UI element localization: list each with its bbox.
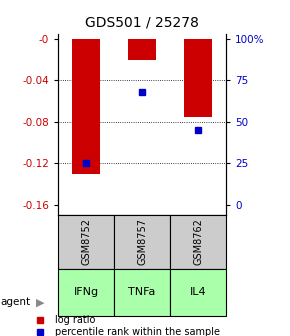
Text: GSM8757: GSM8757 (137, 218, 147, 265)
Bar (114, 215, 170, 269)
Text: ▶: ▶ (36, 297, 45, 307)
Text: IL4: IL4 (190, 287, 206, 297)
Text: GSM8762: GSM8762 (193, 218, 203, 265)
Text: percentile rank within the sample: percentile rank within the sample (55, 327, 220, 336)
Text: agent: agent (0, 297, 30, 307)
Text: GSM8752: GSM8752 (81, 218, 91, 265)
Title: GDS501 / 25278: GDS501 / 25278 (85, 16, 199, 30)
Bar (58, 215, 114, 269)
Bar (72, 39, 100, 174)
Bar (128, 39, 156, 59)
Bar (184, 39, 212, 117)
Text: IFNg: IFNg (73, 287, 99, 297)
Bar (58, 269, 114, 316)
Bar (170, 215, 226, 269)
Bar (170, 269, 226, 316)
Text: TNFa: TNFa (128, 287, 156, 297)
Bar (114, 269, 170, 316)
Text: log ratio: log ratio (55, 315, 96, 325)
